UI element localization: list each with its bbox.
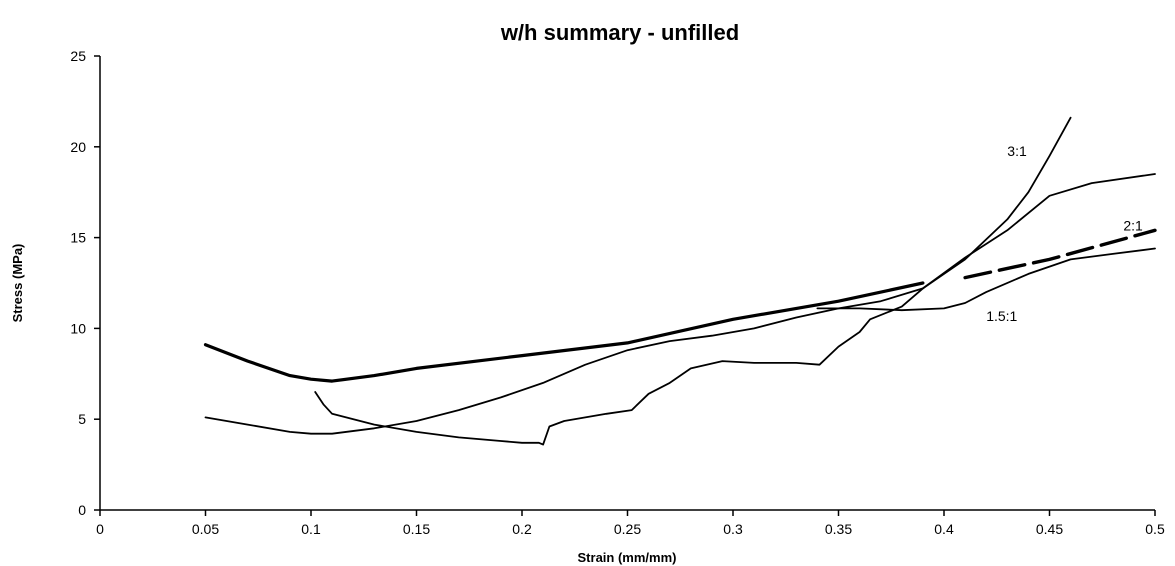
x-tick-label: 0.35	[825, 521, 852, 537]
x-tick-label: 0.45	[1036, 521, 1063, 537]
x-tick-label: 0.25	[614, 521, 641, 537]
x-ticks: 0 0.05 0.1 0.15 0.2 0.25 0.3 0.35 0.4 0.45 0.5	[96, 510, 1165, 537]
x-tick-label: 0.05	[192, 521, 219, 537]
x-tick-label: 0.2	[512, 521, 532, 537]
x-axis-label: Strain (mm/mm)	[578, 550, 677, 565]
y-tick-label: 25	[70, 48, 86, 64]
series-2-1-solid-line	[203, 281, 925, 383]
x-tick-label: 0.1	[301, 521, 321, 537]
y-tick-label: 0	[78, 502, 86, 518]
x-tick-label: 0.15	[403, 521, 430, 537]
y-tick-label: 20	[70, 139, 86, 155]
x-tick-label: 0.4	[934, 521, 954, 537]
y-axis-label: Stress (MPa)	[10, 244, 25, 323]
series-labels: 3:1 2:1 1.5:1	[986, 143, 1143, 324]
chart-title: w/h summary - unfilled	[500, 20, 739, 45]
y-tick-label: 5	[78, 411, 86, 427]
axes	[99, 56, 1155, 511]
y-tick-label: 10	[70, 320, 86, 336]
x-tick-label: 0	[96, 521, 104, 537]
series-label: 2:1	[1123, 217, 1143, 233]
series-2-1-dashed-line	[963, 228, 1157, 280]
series-label: 1.5:1	[986, 308, 1017, 324]
y-tick-label: 15	[70, 230, 86, 246]
y-ticks: 0 5 10 15 20 25	[70, 48, 100, 518]
series-label: 3:1	[1007, 143, 1027, 159]
series-1-5-1-line	[314, 173, 1156, 446]
x-tick-label: 0.3	[723, 521, 743, 537]
series-group	[203, 116, 1157, 446]
series-1-5-1-label-curve-line	[816, 247, 1156, 312]
x-tick-label: 0.5	[1145, 521, 1165, 537]
